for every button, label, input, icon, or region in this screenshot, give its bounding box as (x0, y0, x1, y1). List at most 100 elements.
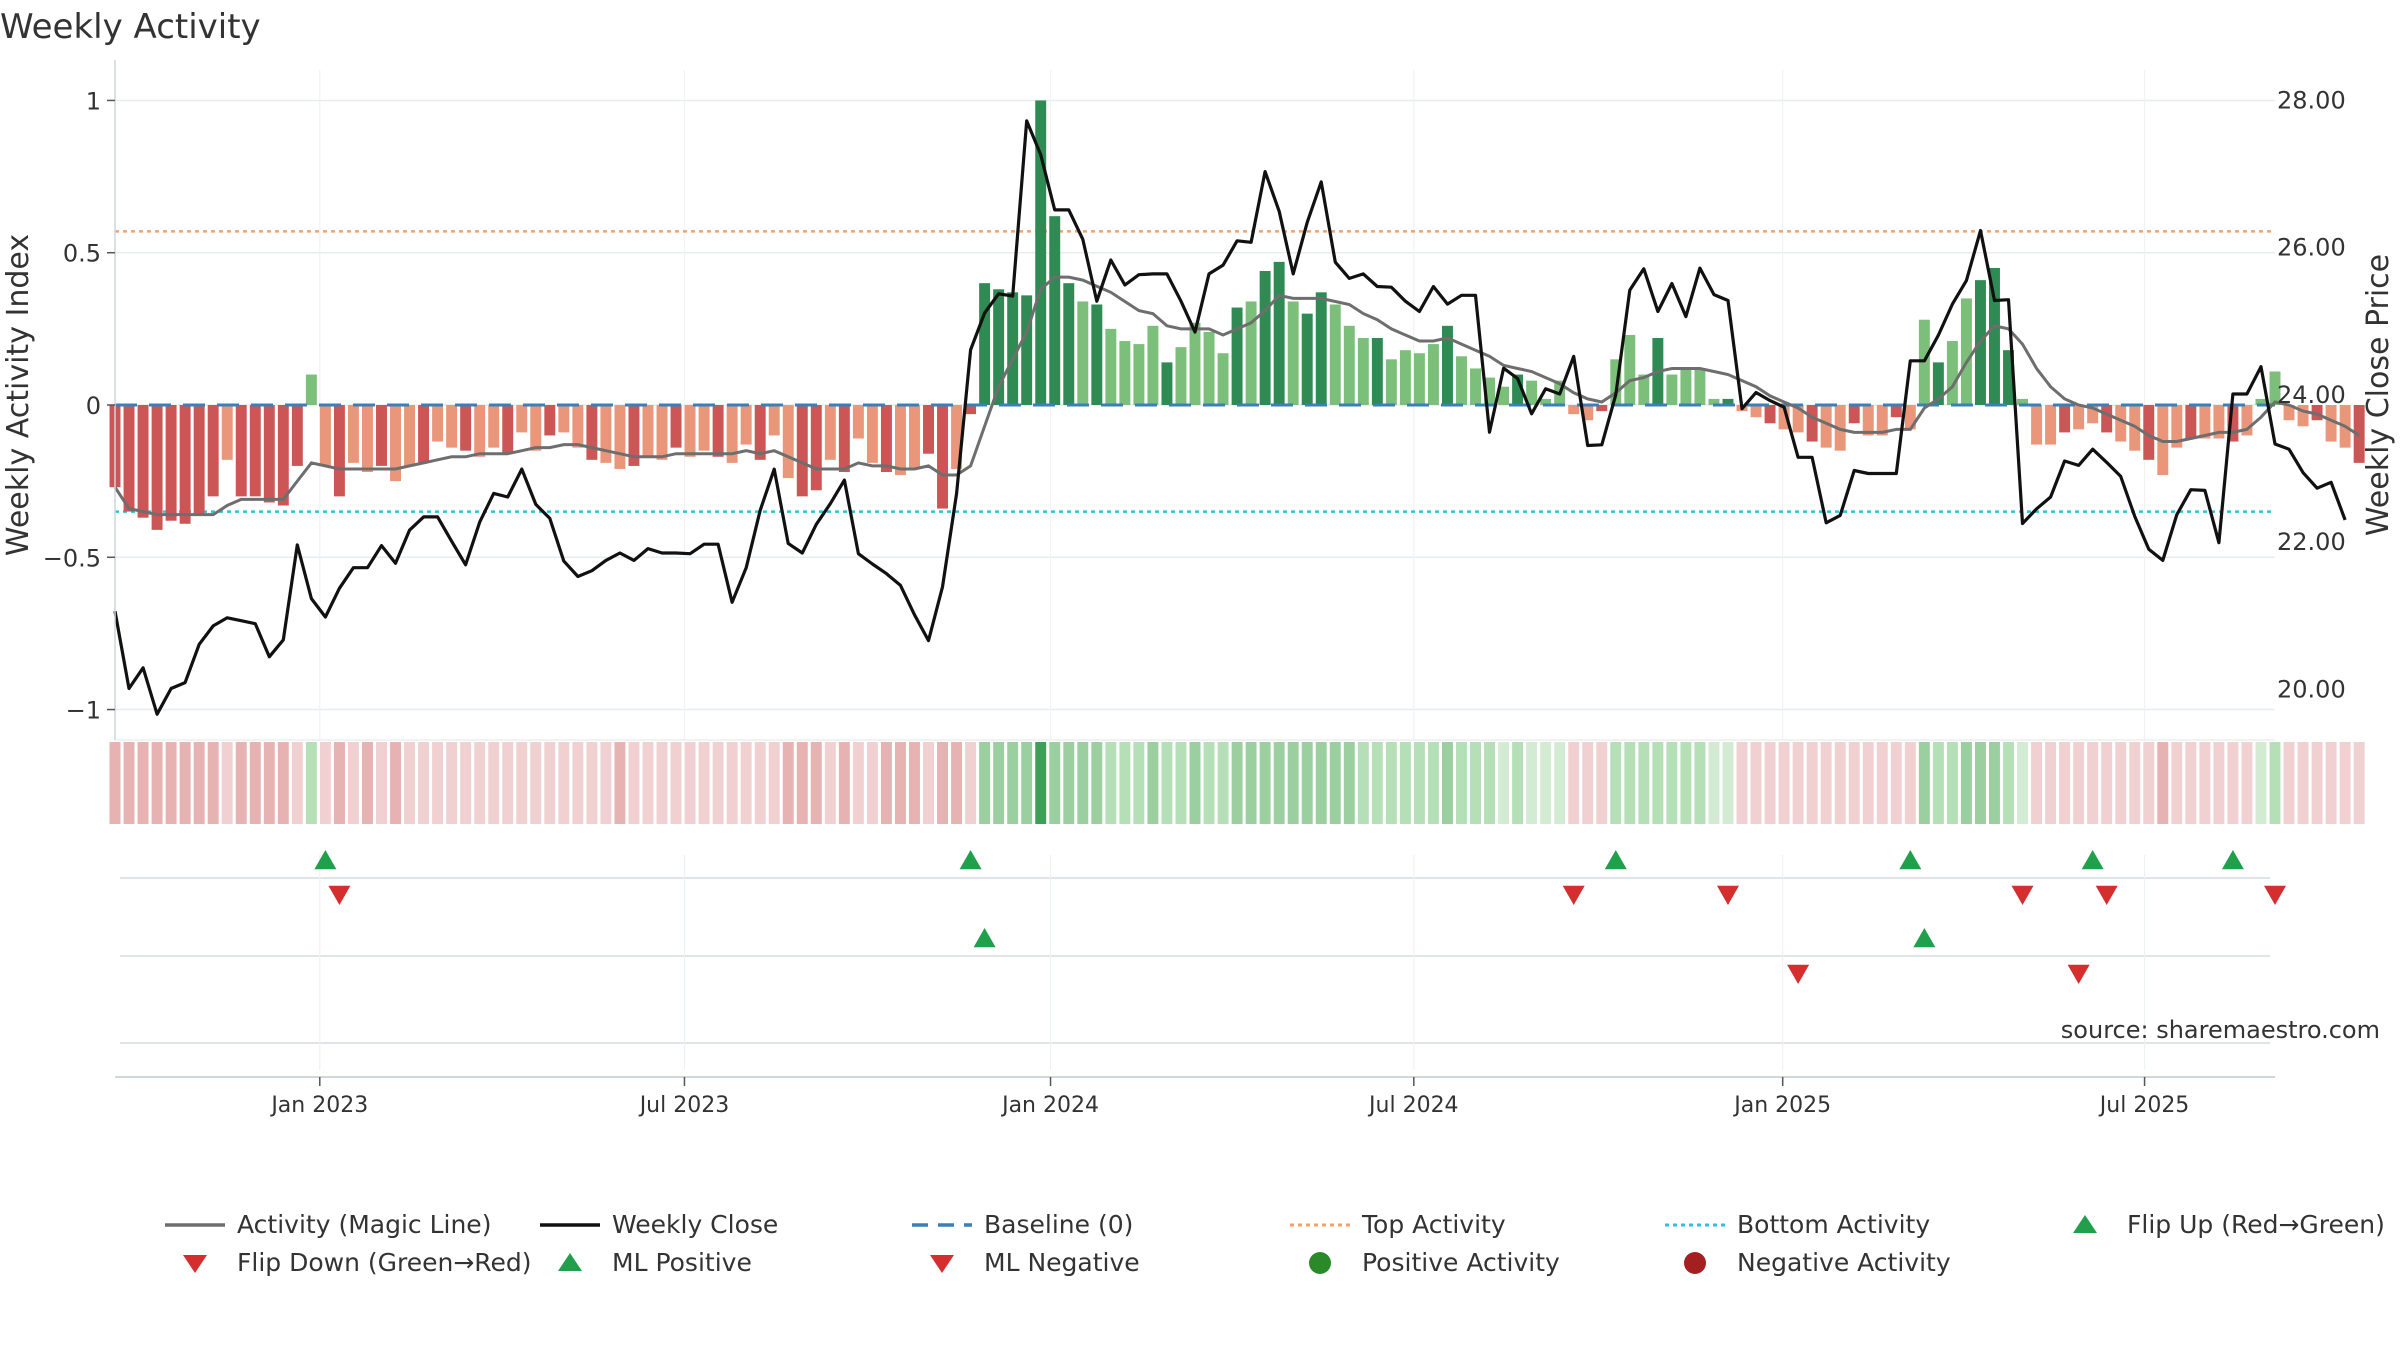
ribbon-cell (1203, 742, 1215, 824)
activity-bar (2003, 350, 2014, 405)
ribbon-cell (572, 742, 584, 824)
activity-bar (2213, 405, 2225, 439)
legend-circle-icon (1684, 1252, 1706, 1274)
activity-bar (1315, 292, 1327, 405)
ribbon-cell (1091, 742, 1103, 824)
flip-up-marker (2081, 850, 2104, 870)
legend-label: ML Positive (612, 1248, 752, 1277)
activity-bar (698, 405, 710, 451)
ribbon-cell (2283, 742, 2295, 824)
weekly-close-series (113, 119, 2347, 716)
left-tick-label: 0.5 (63, 240, 101, 268)
activity-bar (277, 405, 289, 506)
activity-bar (1217, 353, 1229, 405)
flip-up-marker (2221, 850, 2244, 870)
activity-bar (810, 405, 822, 491)
ribbon-cell (1918, 742, 1930, 824)
ribbon-cell (1946, 742, 1958, 824)
activity-bar (1806, 405, 1818, 442)
right-tick-label: 22.00 (2277, 528, 2346, 556)
threshold-lines (115, 230, 2275, 513)
activity-bar (376, 405, 387, 466)
activity-bar (1512, 374, 1524, 405)
ribbon-cell (123, 742, 135, 824)
legend-item: Baseline (0) (912, 1210, 1133, 1239)
ml-negative-marker (1787, 964, 1810, 984)
ribbon-cell (347, 742, 359, 824)
activity-bar (866, 405, 878, 463)
ml-negative-marker (2067, 964, 2090, 984)
ribbon-cell (1960, 742, 1972, 824)
ribbon-cell (1217, 742, 1229, 824)
legend-label: Flip Down (Green→Red) (237, 1248, 532, 1277)
activity-bar (2171, 405, 2183, 448)
activity-bar (249, 405, 261, 497)
activity-bar (1820, 405, 1832, 448)
activity-bar (965, 405, 977, 415)
magic-line-series (113, 275, 2361, 517)
activity-bar (544, 405, 556, 436)
ribbon-cell (2199, 742, 2211, 824)
activity-bar (193, 405, 205, 515)
activity-bar (2059, 405, 2071, 433)
ribbon-cell (810, 742, 822, 824)
right-axis-label: Weekly Close Price (2361, 254, 2396, 536)
legend-item: Weekly Close (540, 1210, 778, 1239)
activity-bar (1932, 362, 1944, 405)
legend-label: Baseline (0) (984, 1210, 1133, 1239)
activity-bar (291, 405, 303, 466)
activity-bar (1133, 344, 1145, 405)
activity-bar (1119, 341, 1131, 405)
activity-bar (1343, 325, 1355, 405)
ribbon-cell (796, 742, 808, 824)
ribbon-cell (1540, 742, 1552, 824)
ribbon-cell (1554, 742, 1566, 824)
activity-bar (1498, 386, 1510, 405)
event-panel: source: sharemaestro.com (115, 850, 2380, 1078)
ribbon-cell (740, 742, 752, 824)
ribbon-cell (2087, 742, 2099, 824)
ribbon-cell (1680, 742, 1692, 824)
ribbon-cell (446, 742, 458, 824)
ribbon-cell (1498, 742, 1510, 824)
left-tick-label: 0 (86, 392, 101, 420)
ribbon-cell (866, 742, 878, 824)
activity-bar (1540, 398, 1552, 405)
activity-bar (1329, 304, 1341, 405)
legend-label: ML Negative (984, 1248, 1140, 1277)
ribbon-cell (880, 742, 892, 824)
ribbon-cell (1848, 742, 1860, 824)
ribbon-cell (1343, 742, 1355, 824)
activity-bar (1203, 331, 1215, 405)
legend-item: Activity (Magic Line) (165, 1210, 491, 1239)
legend-triangle-up-icon (558, 1253, 582, 1271)
ribbon-cell (600, 742, 612, 824)
legend-item: Flip Up (Red→Green) (2073, 1210, 2385, 1239)
activity-bar (1764, 405, 1776, 424)
ribbon-cell (894, 742, 906, 824)
activity-bar (1021, 295, 1033, 405)
ribbon-cell (909, 742, 920, 824)
activity-bar (1904, 405, 1916, 430)
ribbon-cell (1974, 742, 1986, 824)
activity-bar (1638, 374, 1650, 405)
ribbon-cell (2325, 742, 2337, 824)
ribbon-cell (2115, 742, 2127, 824)
x-tick-label: Jan 2024 (1000, 1093, 1099, 1118)
ribbon-cell (2297, 742, 2309, 824)
ribbon-cell (2353, 742, 2365, 824)
activity-bar (390, 405, 401, 482)
flip-down-marker (328, 885, 351, 905)
ribbon-cell (1778, 742, 1790, 824)
ribbon-cell (712, 742, 724, 824)
activity-bar (670, 405, 682, 448)
ribbon-cell (1820, 742, 1832, 824)
activity-bar (684, 405, 696, 457)
activity-bar (1035, 100, 1047, 406)
ribbon-cell (1596, 742, 1608, 824)
activity-bar (1792, 405, 1804, 433)
activity-bar (642, 405, 654, 457)
ribbon-cell (109, 742, 121, 824)
ribbon-cell (1231, 742, 1243, 824)
ribbon-cell (1413, 742, 1425, 824)
